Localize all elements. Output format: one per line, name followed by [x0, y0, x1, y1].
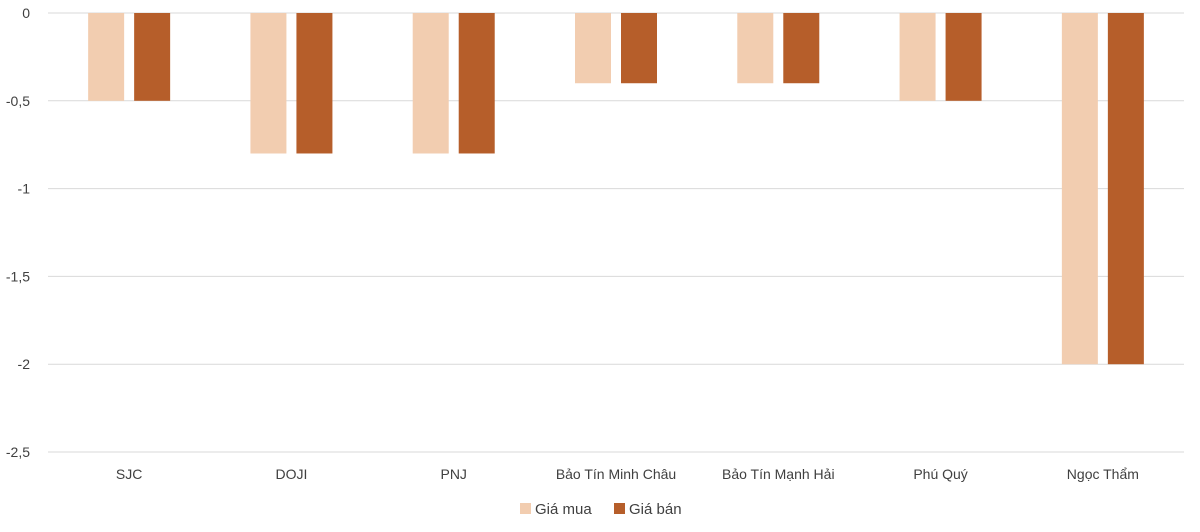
- bar-gia-ban: [783, 13, 820, 84]
- legend: Giá mua Giá bán: [520, 501, 682, 518]
- y-axis: 0 -0,5 -1 -1,5 -2 -2,5: [6, 5, 30, 460]
- bar-gia-ban: [1107, 13, 1144, 365]
- bar-gia-mua: [1061, 13, 1098, 365]
- legend-label: Giá mua: [535, 501, 592, 518]
- bar-gia-mua: [250, 13, 287, 154]
- y-tick-label: -1,5: [6, 268, 30, 284]
- bar-gia-ban: [134, 13, 171, 101]
- bar-gia-ban: [296, 13, 333, 154]
- bar-gia-mua: [412, 13, 449, 154]
- x-category-label: SJC: [116, 466, 142, 482]
- x-axis: SJC DOJI PNJ Bảo Tín Minh Châu Bảo Tín Mạnh …: [116, 466, 1139, 482]
- bar-gia-ban: [945, 13, 982, 101]
- legend-swatch: [614, 503, 625, 514]
- bar-gia-mua: [899, 13, 936, 101]
- x-category-label: Phú Quý: [913, 466, 967, 482]
- y-tick-label: 0: [22, 5, 30, 21]
- x-category-label: DOJI: [275, 466, 307, 482]
- bar-gia-ban: [621, 13, 657, 84]
- bars: [88, 13, 1144, 365]
- y-tick-label: -0,5: [6, 93, 30, 109]
- bar-gia-mua: [737, 13, 774, 84]
- bar-gia-ban: [458, 13, 495, 154]
- x-category-label: Bảo Tín Mạnh Hải: [722, 466, 835, 482]
- legend-label: Giá bán: [629, 501, 682, 518]
- y-tick-label: -2,5: [6, 444, 30, 460]
- bar-gia-mua: [575, 13, 611, 84]
- x-category-label: Bảo Tín Minh Châu: [556, 466, 676, 482]
- bar-gia-mua: [88, 13, 125, 101]
- legend-swatch: [520, 503, 531, 514]
- y-tick-label: -1: [18, 181, 31, 197]
- x-category-label: PNJ: [440, 466, 466, 482]
- x-category-label: Ngọc Thẩm: [1067, 466, 1139, 482]
- y-tick-label: -2: [18, 356, 31, 372]
- gridlines: [48, 12, 1184, 453]
